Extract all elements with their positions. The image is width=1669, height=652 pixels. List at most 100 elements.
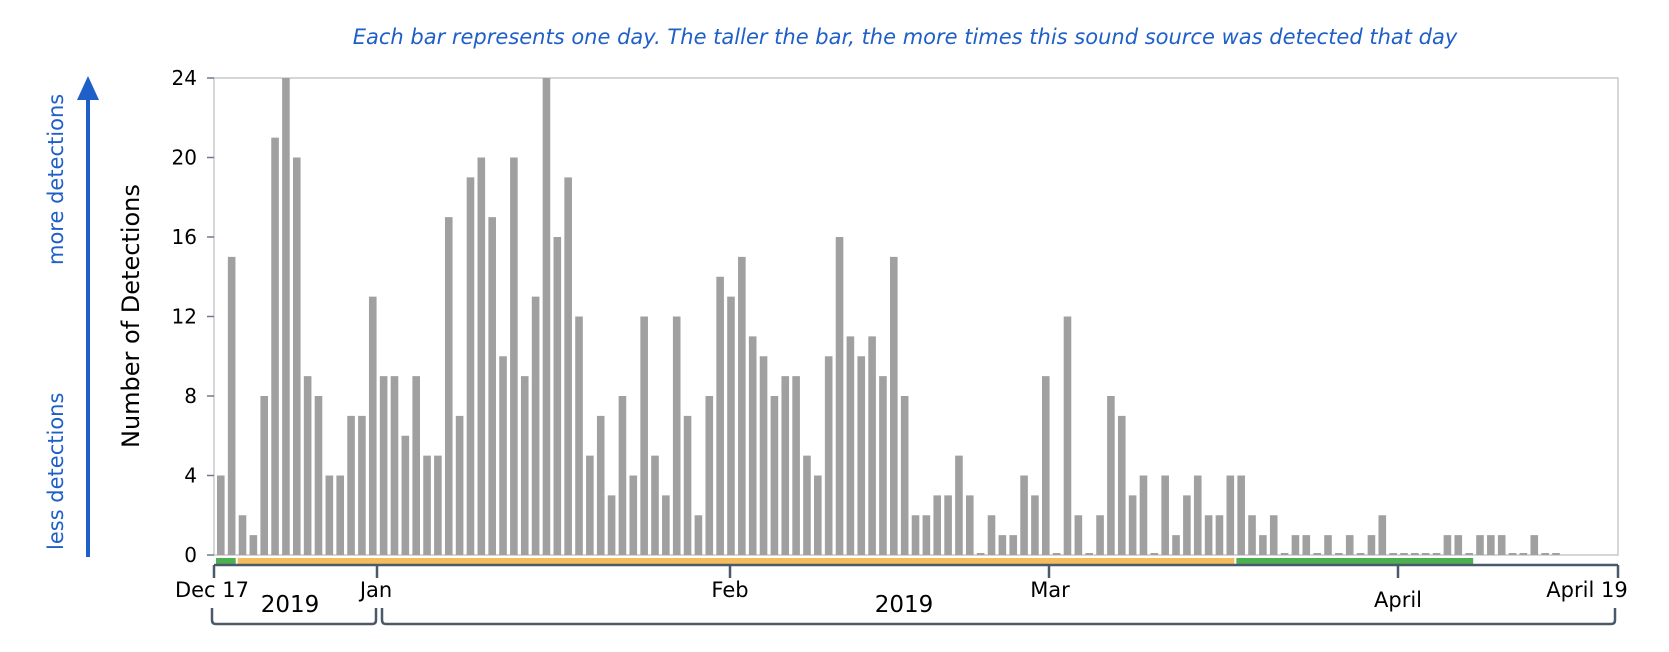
status-bar: [216, 558, 1474, 564]
bar-day-22: [455, 415, 464, 556]
bar-day-68: [955, 455, 963, 556]
status-segment-green: [216, 558, 236, 564]
bar-day-6: [282, 78, 290, 555]
bar-day-40: [651, 455, 659, 556]
bar-day-57: [835, 237, 844, 555]
bar-day-84: [1128, 495, 1137, 556]
bar-day-46: [716, 276, 724, 555]
bar-day-97: [1269, 515, 1278, 555]
y-tick-label: 4: [184, 464, 197, 488]
bar-day-33: [575, 316, 583, 555]
bar-day-3: [249, 535, 258, 556]
bar-day-91: [1204, 515, 1213, 555]
bar-day-17: [401, 435, 410, 555]
bar-day-61: [879, 376, 887, 556]
y-tick-label: 12: [172, 305, 197, 329]
bar-day-60: [868, 336, 876, 556]
bar-day-11: [336, 475, 344, 555]
bar-day-65: [922, 515, 931, 555]
bar-day-42: [672, 316, 681, 555]
bar-day-13: [358, 415, 366, 556]
bar-day-123: [1552, 553, 1560, 555]
bar-day-7: [292, 157, 301, 555]
bar-day-118: [1497, 535, 1506, 556]
y-axis: 0 4 8 12 16 20 24: [172, 66, 214, 567]
bar-day-81: [1096, 515, 1104, 555]
bar-day-96: [1259, 535, 1267, 556]
bar-day-55: [814, 475, 822, 555]
bar-day-5: [271, 137, 279, 556]
bar-day-119: [1508, 553, 1517, 555]
bar-day-51: [770, 396, 779, 555]
bar-day-108: [1389, 553, 1397, 555]
bar-day-103: [1335, 553, 1343, 555]
chart-caption: Each bar represents one day. The taller …: [353, 25, 1458, 49]
bar-day-32: [564, 177, 572, 556]
bar-day-95: [1248, 515, 1256, 555]
bar-day-47: [727, 296, 735, 556]
bar-day-69: [966, 495, 974, 556]
bar-day-93: [1226, 475, 1235, 555]
y-tick-label: 8: [184, 384, 197, 408]
date-label-april19: April 19: [1546, 578, 1627, 602]
bar-day-83: [1117, 415, 1126, 556]
bar-day-37: [618, 396, 627, 555]
bar-day-102: [1324, 535, 1332, 556]
bar-day-116: [1476, 535, 1484, 556]
more-detections-label: more detections: [44, 94, 68, 265]
bar-day-71: [987, 515, 996, 555]
bar-day-54: [803, 455, 811, 556]
bar-day-79: [1074, 515, 1083, 555]
bar-day-53: [792, 376, 800, 556]
bar-day-14: [368, 296, 377, 556]
bar-day-31: [553, 237, 562, 555]
bar-day-64: [911, 515, 920, 555]
bar-day-66: [933, 495, 942, 556]
date-label-april: April: [1374, 588, 1422, 612]
bar-day-82: [1107, 396, 1115, 555]
bar-day-45: [705, 396, 714, 555]
bar-day-121: [1530, 535, 1539, 556]
bar-day-72: [998, 535, 1007, 556]
bar-day-27: [510, 157, 518, 555]
bar-day-35: [596, 415, 605, 556]
bar-day-100: [1302, 535, 1311, 556]
status-segment-green: [1236, 558, 1474, 564]
bar-day-2: [238, 515, 247, 555]
bar-day-28: [520, 376, 529, 556]
x-axis-ticks: [212, 565, 1620, 578]
bar-day-44: [694, 515, 703, 555]
bar-day-115: [1465, 553, 1473, 555]
bar-day-16: [390, 376, 399, 556]
y-tick-label: 24: [172, 66, 197, 90]
bar-day-104: [1345, 535, 1354, 556]
bar-day-74: [1020, 475, 1028, 555]
bar-day-90: [1193, 475, 1202, 555]
bar-day-110: [1411, 553, 1419, 555]
bar-day-12: [347, 415, 355, 556]
bar-day-41: [662, 495, 670, 556]
bar-day-111: [1421, 553, 1430, 555]
bar-day-106: [1367, 535, 1376, 556]
bar-day-73: [1009, 535, 1018, 556]
y-tick-label: 16: [172, 225, 197, 249]
bar-day-109: [1400, 553, 1408, 555]
bar-day-39: [640, 316, 648, 555]
bar-day-70: [976, 553, 985, 555]
bar-day-78: [1063, 316, 1072, 555]
bar-day-120: [1519, 553, 1528, 555]
y-tick-label: 20: [172, 146, 197, 170]
bar-day-19: [423, 455, 431, 556]
bar-day-56: [824, 356, 833, 555]
bar-day-86: [1150, 553, 1159, 555]
bar-day-4: [260, 396, 269, 555]
date-label-jan: Jan: [358, 578, 392, 602]
bar-day-1: [227, 256, 236, 556]
date-label-dec17: Dec 17: [175, 578, 249, 602]
year-label-first: 2019: [261, 592, 320, 618]
date-label-mar: Mar: [1030, 578, 1070, 602]
bar-series: [217, 78, 1560, 556]
year-bracket-2018: [210, 608, 378, 626]
bar-day-43: [683, 415, 692, 556]
year-label-second: 2019: [875, 592, 934, 618]
